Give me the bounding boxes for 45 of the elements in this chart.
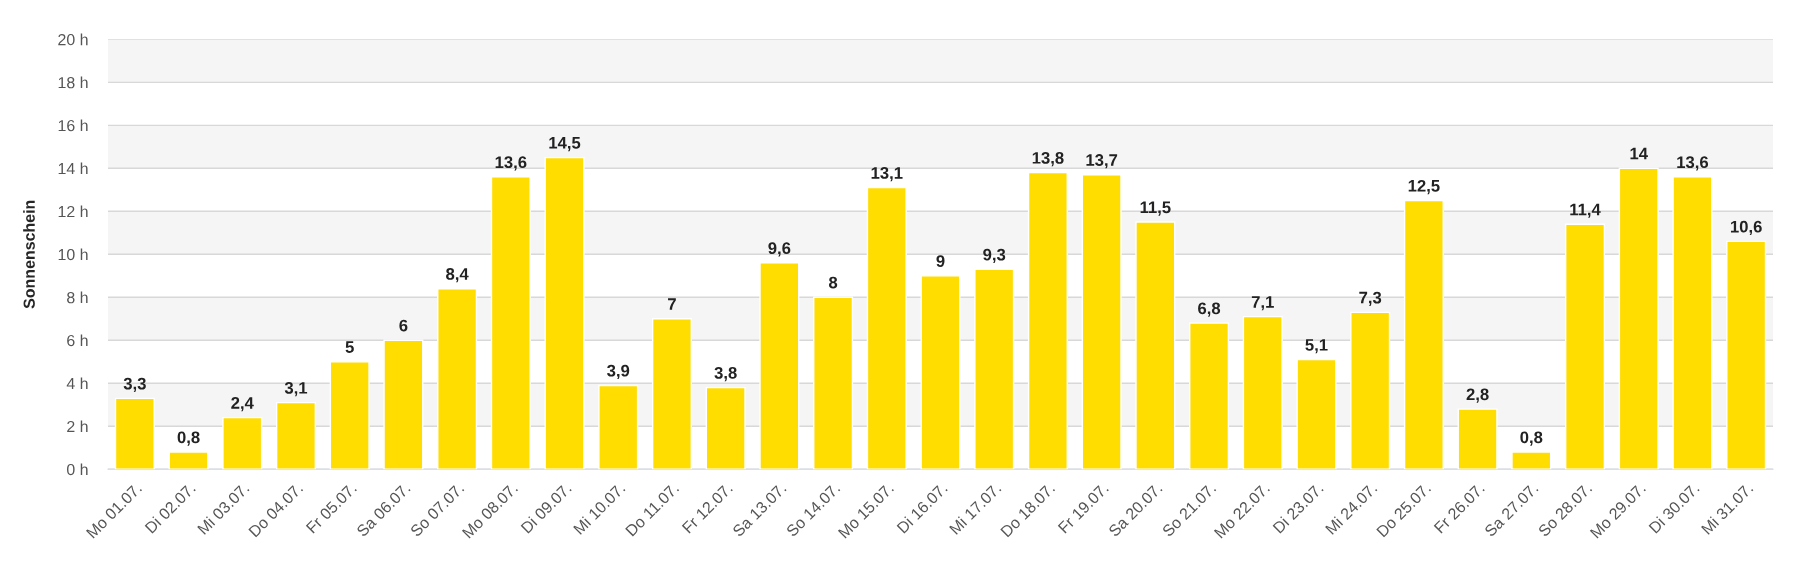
y-tick-label: 20 h xyxy=(58,33,88,46)
data-label: 7,1 xyxy=(1251,296,1274,311)
data-label: 2,4 xyxy=(231,397,254,412)
data-label: 13,8 xyxy=(1032,151,1064,167)
data-label: 9,3 xyxy=(983,248,1006,263)
data-label: 13,6 xyxy=(1677,156,1709,171)
data-label: 11,5 xyxy=(1140,201,1171,216)
data-label: 0,8 xyxy=(1520,431,1543,446)
data-label: 3,8 xyxy=(714,366,737,382)
data-label: 2,8 xyxy=(1466,388,1489,403)
y-tick-label: 14 h xyxy=(58,162,88,175)
data-label: 13,1 xyxy=(871,167,903,182)
data-label: 7,3 xyxy=(1359,291,1382,306)
data-label: 10,6 xyxy=(1730,220,1762,235)
data-label: 13,6 xyxy=(495,156,527,171)
y-tick-label: 18 h xyxy=(58,76,88,89)
y-tick-label: 4 h xyxy=(66,377,88,390)
bar xyxy=(1511,451,1552,470)
data-label: 3,1 xyxy=(284,381,308,397)
data-label: 7 xyxy=(668,298,676,310)
data-label: 5 xyxy=(345,341,354,353)
bar xyxy=(168,451,209,470)
y-tick-label: 0 h xyxy=(66,463,88,476)
data-label: 14,5 xyxy=(549,137,581,152)
data-label: 8,4 xyxy=(446,268,469,283)
y-tick-label: 8 h xyxy=(67,291,88,304)
y-tick-label: 12 h xyxy=(58,205,88,218)
data-label: 6,8 xyxy=(1198,302,1221,317)
y-tick-label: 6 h xyxy=(67,334,88,347)
data-label: 3,9 xyxy=(607,364,630,379)
data-label: 3,3 xyxy=(123,377,146,392)
y-axis-title: Sonnenschein xyxy=(23,200,35,309)
data-label: 6 xyxy=(399,319,408,332)
data-label: 0,8 xyxy=(177,431,200,446)
y-tick-label: 10 h xyxy=(58,248,88,261)
data-label: 12,5 xyxy=(1408,179,1440,195)
data-label: 9 xyxy=(936,255,945,267)
data-label: 14 xyxy=(1630,147,1648,160)
data-label: 8 xyxy=(828,276,838,289)
data-label: 5,1 xyxy=(1305,339,1328,354)
data-label: 13,7 xyxy=(1086,154,1118,169)
data-label: 9,6 xyxy=(768,242,791,257)
y-tick-label: 2 h xyxy=(67,420,88,433)
y-tick-label: 16 h xyxy=(58,119,88,132)
data-label: 11,4 xyxy=(1570,203,1601,218)
